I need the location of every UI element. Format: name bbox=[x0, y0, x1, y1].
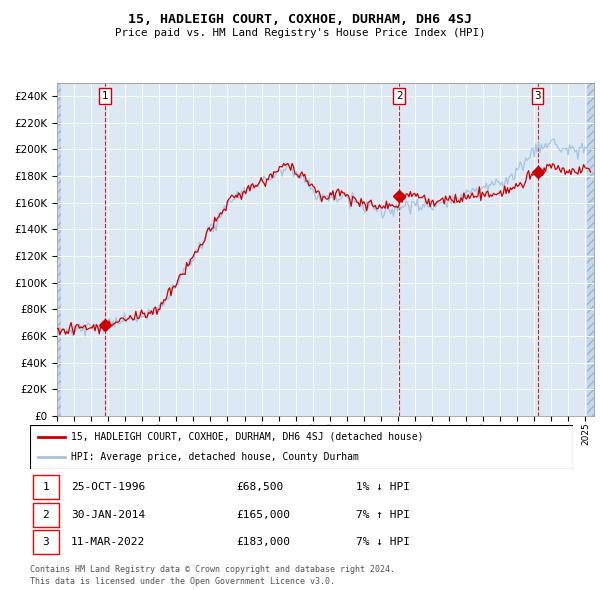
Text: This data is licensed under the Open Government Licence v3.0.: This data is licensed under the Open Gov… bbox=[30, 577, 335, 586]
Bar bbox=[33, 503, 59, 527]
Text: 7% ↓ HPI: 7% ↓ HPI bbox=[356, 537, 410, 547]
Text: 15, HADLEIGH COURT, COXHOE, DURHAM, DH6 4SJ (detached house): 15, HADLEIGH COURT, COXHOE, DURHAM, DH6 … bbox=[71, 432, 423, 442]
Bar bbox=[33, 476, 59, 499]
Text: £68,500: £68,500 bbox=[236, 483, 284, 493]
Bar bbox=[33, 530, 59, 554]
Bar bbox=[587, 83, 596, 416]
Text: £183,000: £183,000 bbox=[236, 537, 290, 547]
Text: HPI: Average price, detached house, County Durham: HPI: Average price, detached house, Coun… bbox=[71, 452, 359, 462]
Text: 25-OCT-1996: 25-OCT-1996 bbox=[71, 483, 145, 493]
Text: £165,000: £165,000 bbox=[236, 510, 290, 520]
Text: Price paid vs. HM Land Registry's House Price Index (HPI): Price paid vs. HM Land Registry's House … bbox=[115, 28, 485, 38]
Text: 1: 1 bbox=[43, 483, 49, 493]
Text: 30-JAN-2014: 30-JAN-2014 bbox=[71, 510, 145, 520]
Text: 3: 3 bbox=[534, 91, 541, 101]
Text: 7% ↑ HPI: 7% ↑ HPI bbox=[356, 510, 410, 520]
Text: 11-MAR-2022: 11-MAR-2022 bbox=[71, 537, 145, 547]
Text: 15, HADLEIGH COURT, COXHOE, DURHAM, DH6 4SJ: 15, HADLEIGH COURT, COXHOE, DURHAM, DH6 … bbox=[128, 13, 472, 26]
Text: 3: 3 bbox=[43, 537, 49, 547]
Bar bbox=[57, 83, 61, 416]
Text: 1: 1 bbox=[102, 91, 109, 101]
Text: 1% ↓ HPI: 1% ↓ HPI bbox=[356, 483, 410, 493]
Text: 2: 2 bbox=[43, 510, 49, 520]
Text: 2: 2 bbox=[396, 91, 403, 101]
Text: Contains HM Land Registry data © Crown copyright and database right 2024.: Contains HM Land Registry data © Crown c… bbox=[30, 565, 395, 574]
